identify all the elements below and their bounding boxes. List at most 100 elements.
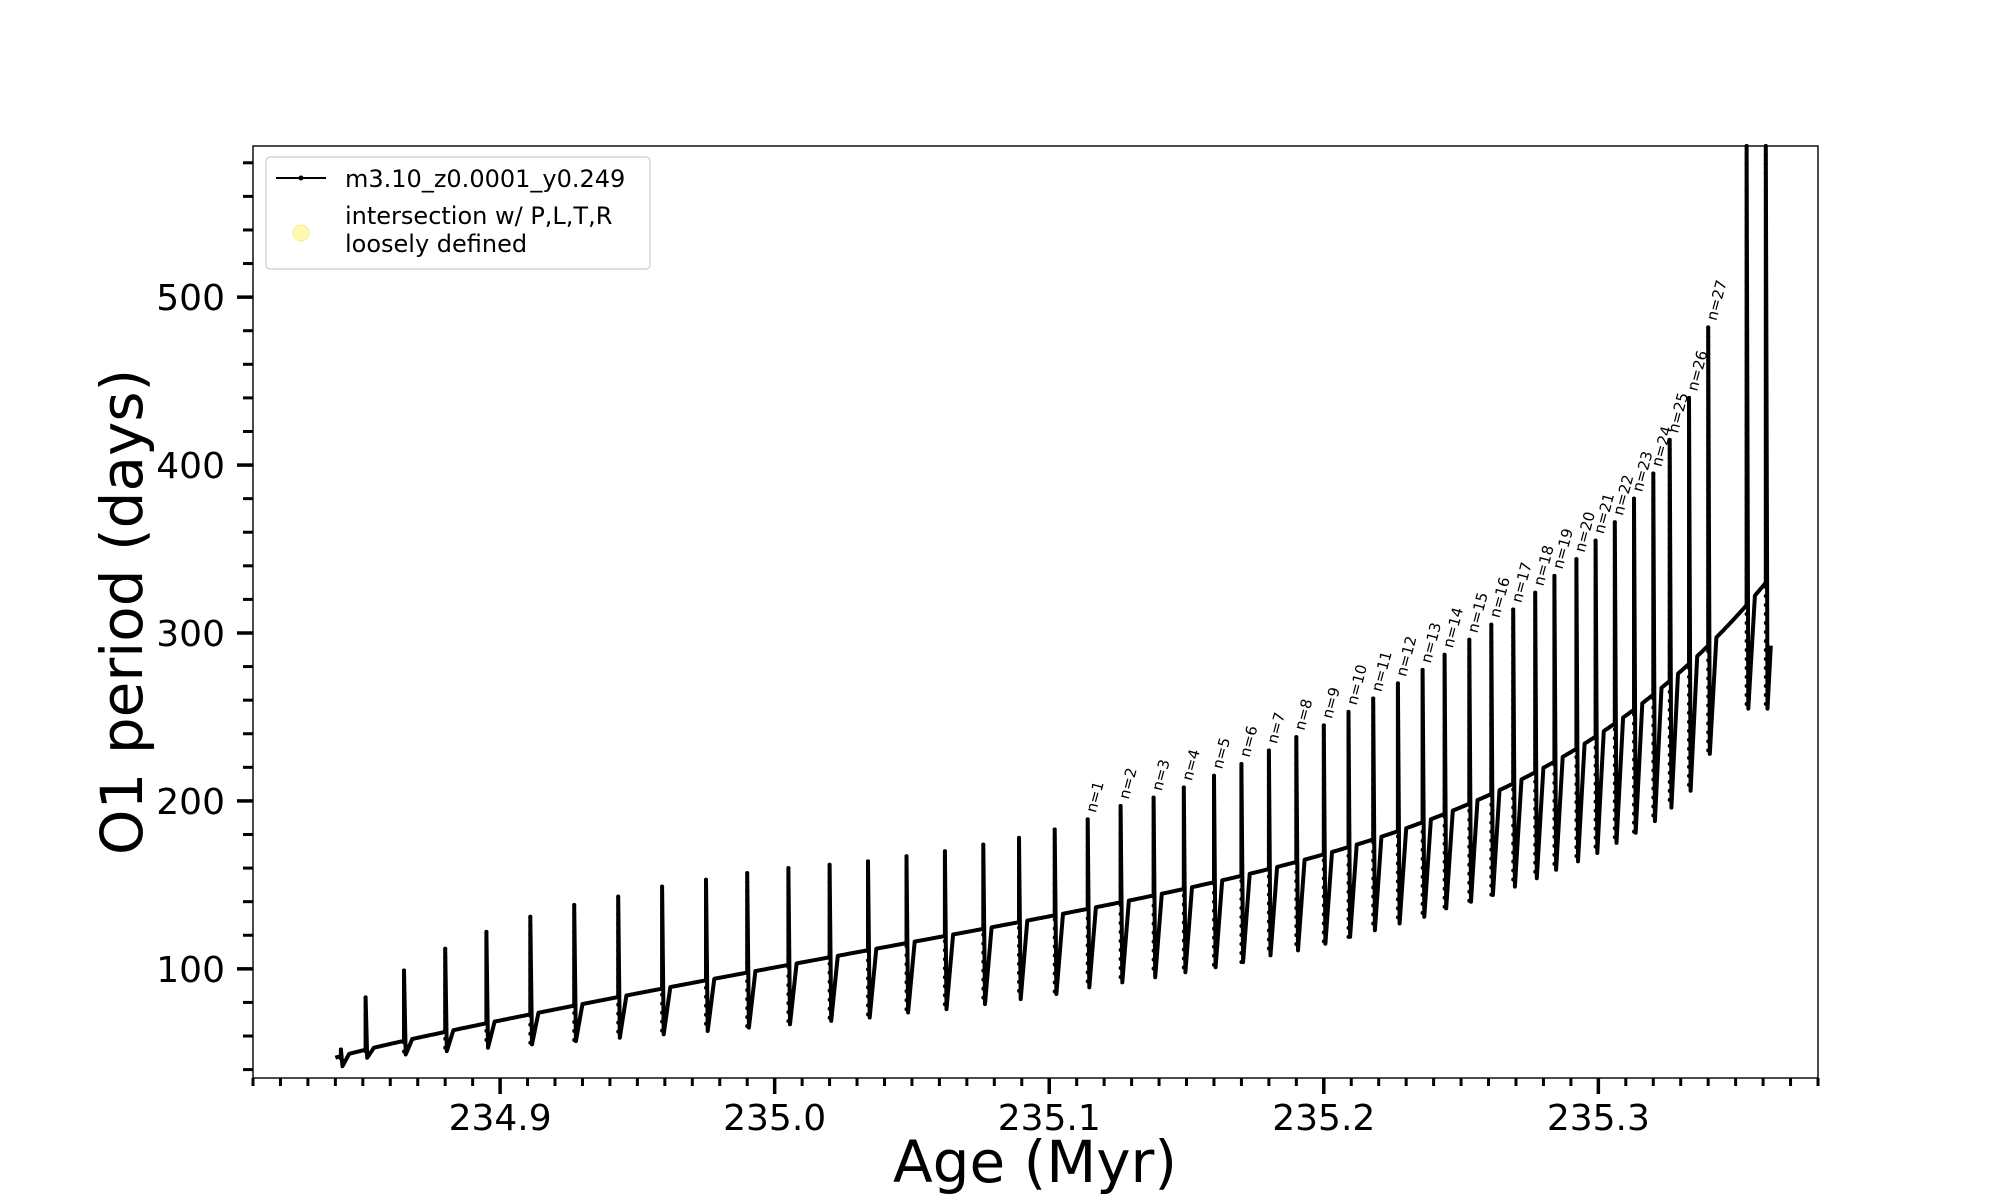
pulse-markers [1212,773,1216,967]
data-point [1612,727,1617,732]
data-point [616,912,621,917]
data-point [1706,667,1711,672]
data-point [1511,688,1516,693]
data-point [942,984,947,989]
data-point [1533,869,1538,874]
data-point [904,962,909,967]
data-point [1467,889,1472,894]
data-point [1687,656,1691,661]
data-point [1017,979,1021,984]
data-point [528,923,533,928]
data-point [1763,567,1768,571]
data-point [616,894,621,899]
data-point [1467,826,1472,831]
data-point [1489,667,1494,672]
data-point [981,932,986,937]
data-point [1181,794,1186,799]
pulse-markers [1442,652,1447,909]
data-point [572,912,577,916]
data-point [1651,480,1656,485]
data-point [1489,847,1494,852]
data-point [1371,921,1376,926]
data-point [1052,899,1057,904]
data-point [1612,628,1617,633]
data-point [1395,771,1400,776]
data-point [1321,894,1326,899]
data-point [1744,540,1749,544]
data-point [1467,835,1472,840]
data-point [827,943,832,948]
data-point [1395,834,1400,839]
data-point [616,903,621,908]
data-point [1632,505,1636,510]
data-point [1706,343,1711,348]
data-point [827,907,832,912]
data-point [1593,745,1598,750]
data-point [1294,897,1299,902]
data-point [1651,777,1656,782]
data-point [402,968,406,973]
data-point [484,938,489,943]
data-point [1467,808,1472,813]
data-point [1395,888,1400,893]
data-point [1489,739,1494,744]
data-point [1346,898,1351,903]
data-point [1667,527,1672,532]
data-point [1151,912,1156,917]
data-point [1744,684,1749,688]
data-point [745,952,750,957]
data-point [1442,733,1447,738]
data-point [1763,324,1768,328]
data-point [1212,881,1216,886]
data-point [660,884,665,889]
data-point [1442,841,1447,846]
data-point [1706,460,1711,465]
data-point [402,1040,406,1045]
data-point [1667,482,1672,487]
data-point [1667,464,1672,469]
data-point [1744,702,1749,706]
data-point [704,940,708,945]
data-point [1744,648,1749,652]
data-point [1612,691,1617,696]
data-point [1371,786,1376,791]
data-point [1706,469,1711,474]
data-point [1181,857,1186,862]
data-point [1533,689,1538,694]
data-point [827,961,832,966]
data-point [1744,567,1749,571]
data-point [1239,816,1244,820]
data-point [1593,727,1598,732]
data-point [1420,667,1425,672]
data-point [1266,802,1271,807]
data-point [1321,732,1326,737]
data-point [1574,575,1579,580]
data-point [1687,746,1691,751]
pulse-markers [1017,835,1021,993]
data-point [1489,694,1494,699]
data-point [1346,835,1351,840]
data-point [1321,795,1326,800]
plot-frame [252,145,1819,1079]
data-point [1744,639,1749,643]
data-point [1239,906,1244,910]
data-point [1266,874,1271,879]
data-point [1511,877,1516,882]
data-point [1687,566,1691,571]
data-point [1151,966,1156,971]
data-point [1574,755,1579,760]
data-point [745,898,750,903]
data-point [1744,423,1749,427]
data-point [981,941,986,946]
data-point [1687,674,1691,679]
data-point [1346,709,1351,714]
data-point [1651,525,1656,530]
data-point [1763,522,1768,526]
pulse-markers [745,871,750,1029]
pulse-markers [1294,735,1299,947]
data-point [572,948,577,952]
y-tick-label: 100 [156,950,225,991]
data-point [1395,789,1400,794]
data-point [1744,270,1749,274]
data-point [1533,707,1538,712]
